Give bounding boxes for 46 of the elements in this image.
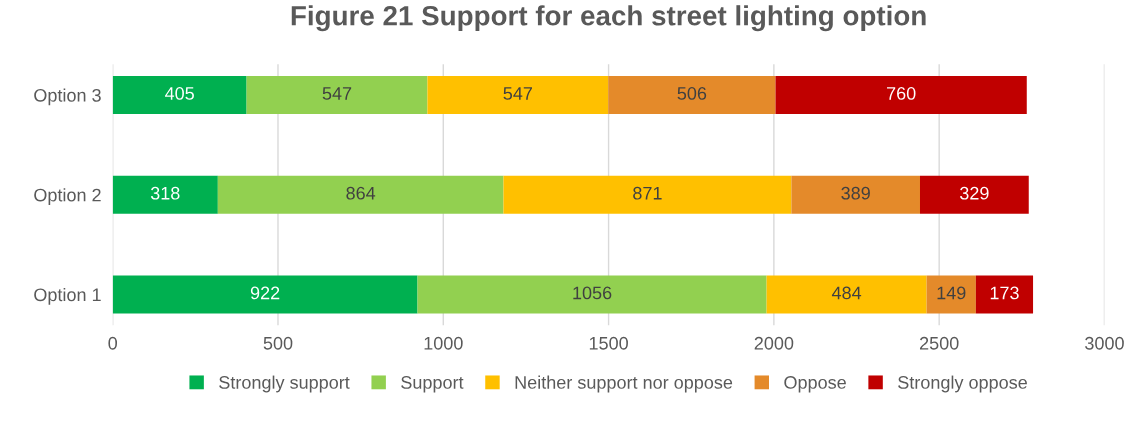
data-label: 922 [250,286,280,300]
bar [926,275,976,314]
x-tick-label: 3000 [1085,336,1124,350]
legend-label: Strongly support [219,375,350,393]
x-tick-label: 1500 [589,336,628,350]
bar [608,76,776,114]
data-label: 318 [150,186,180,200]
data-label: 389 [841,186,870,200]
data-label: 173 [990,286,1019,300]
legend-label: Support [401,376,464,393]
legend-label: Neither support nor oppose [515,375,733,393]
legend-label: Oppose [784,376,846,393]
data-label: 405 [165,87,194,100]
legend-label: Strongly oppose [898,375,1027,393]
y-tick-label: Option 2 [34,188,101,206]
data-label: 149 [937,286,966,300]
data-label: 547 [503,87,532,100]
bar [217,175,504,214]
data-label: 329 [960,186,989,200]
chart-title: Figure 21 Support for each street lighting option [291,5,926,32]
bar [919,175,1029,214]
bar [417,275,767,314]
data-label: 506 [677,87,707,100]
y-tick-label: Option 1 [34,287,101,305]
x-tick-label: 2000 [754,336,794,350]
x-tick-label: 2500 [919,336,959,350]
bar [427,76,609,114]
x-tick-label: 0 [108,336,118,350]
data-label: 871 [633,186,662,200]
bar [112,275,418,314]
bar [791,175,920,214]
bar [766,275,927,314]
bar [503,175,792,214]
bar [246,76,428,114]
data-label: 1056 [573,286,612,300]
data-label: 760 [887,87,916,100]
bar [112,175,218,214]
data-label: 547 [322,87,352,100]
bar [975,275,1034,314]
data-label: 484 [831,286,862,300]
data-label: 864 [346,186,376,200]
bar [775,76,1027,114]
x-tick-label: 1000 [424,336,463,350]
bar [112,76,247,114]
x-tick-label: 500 [263,336,293,350]
y-tick-label: Option 3 [34,88,101,106]
